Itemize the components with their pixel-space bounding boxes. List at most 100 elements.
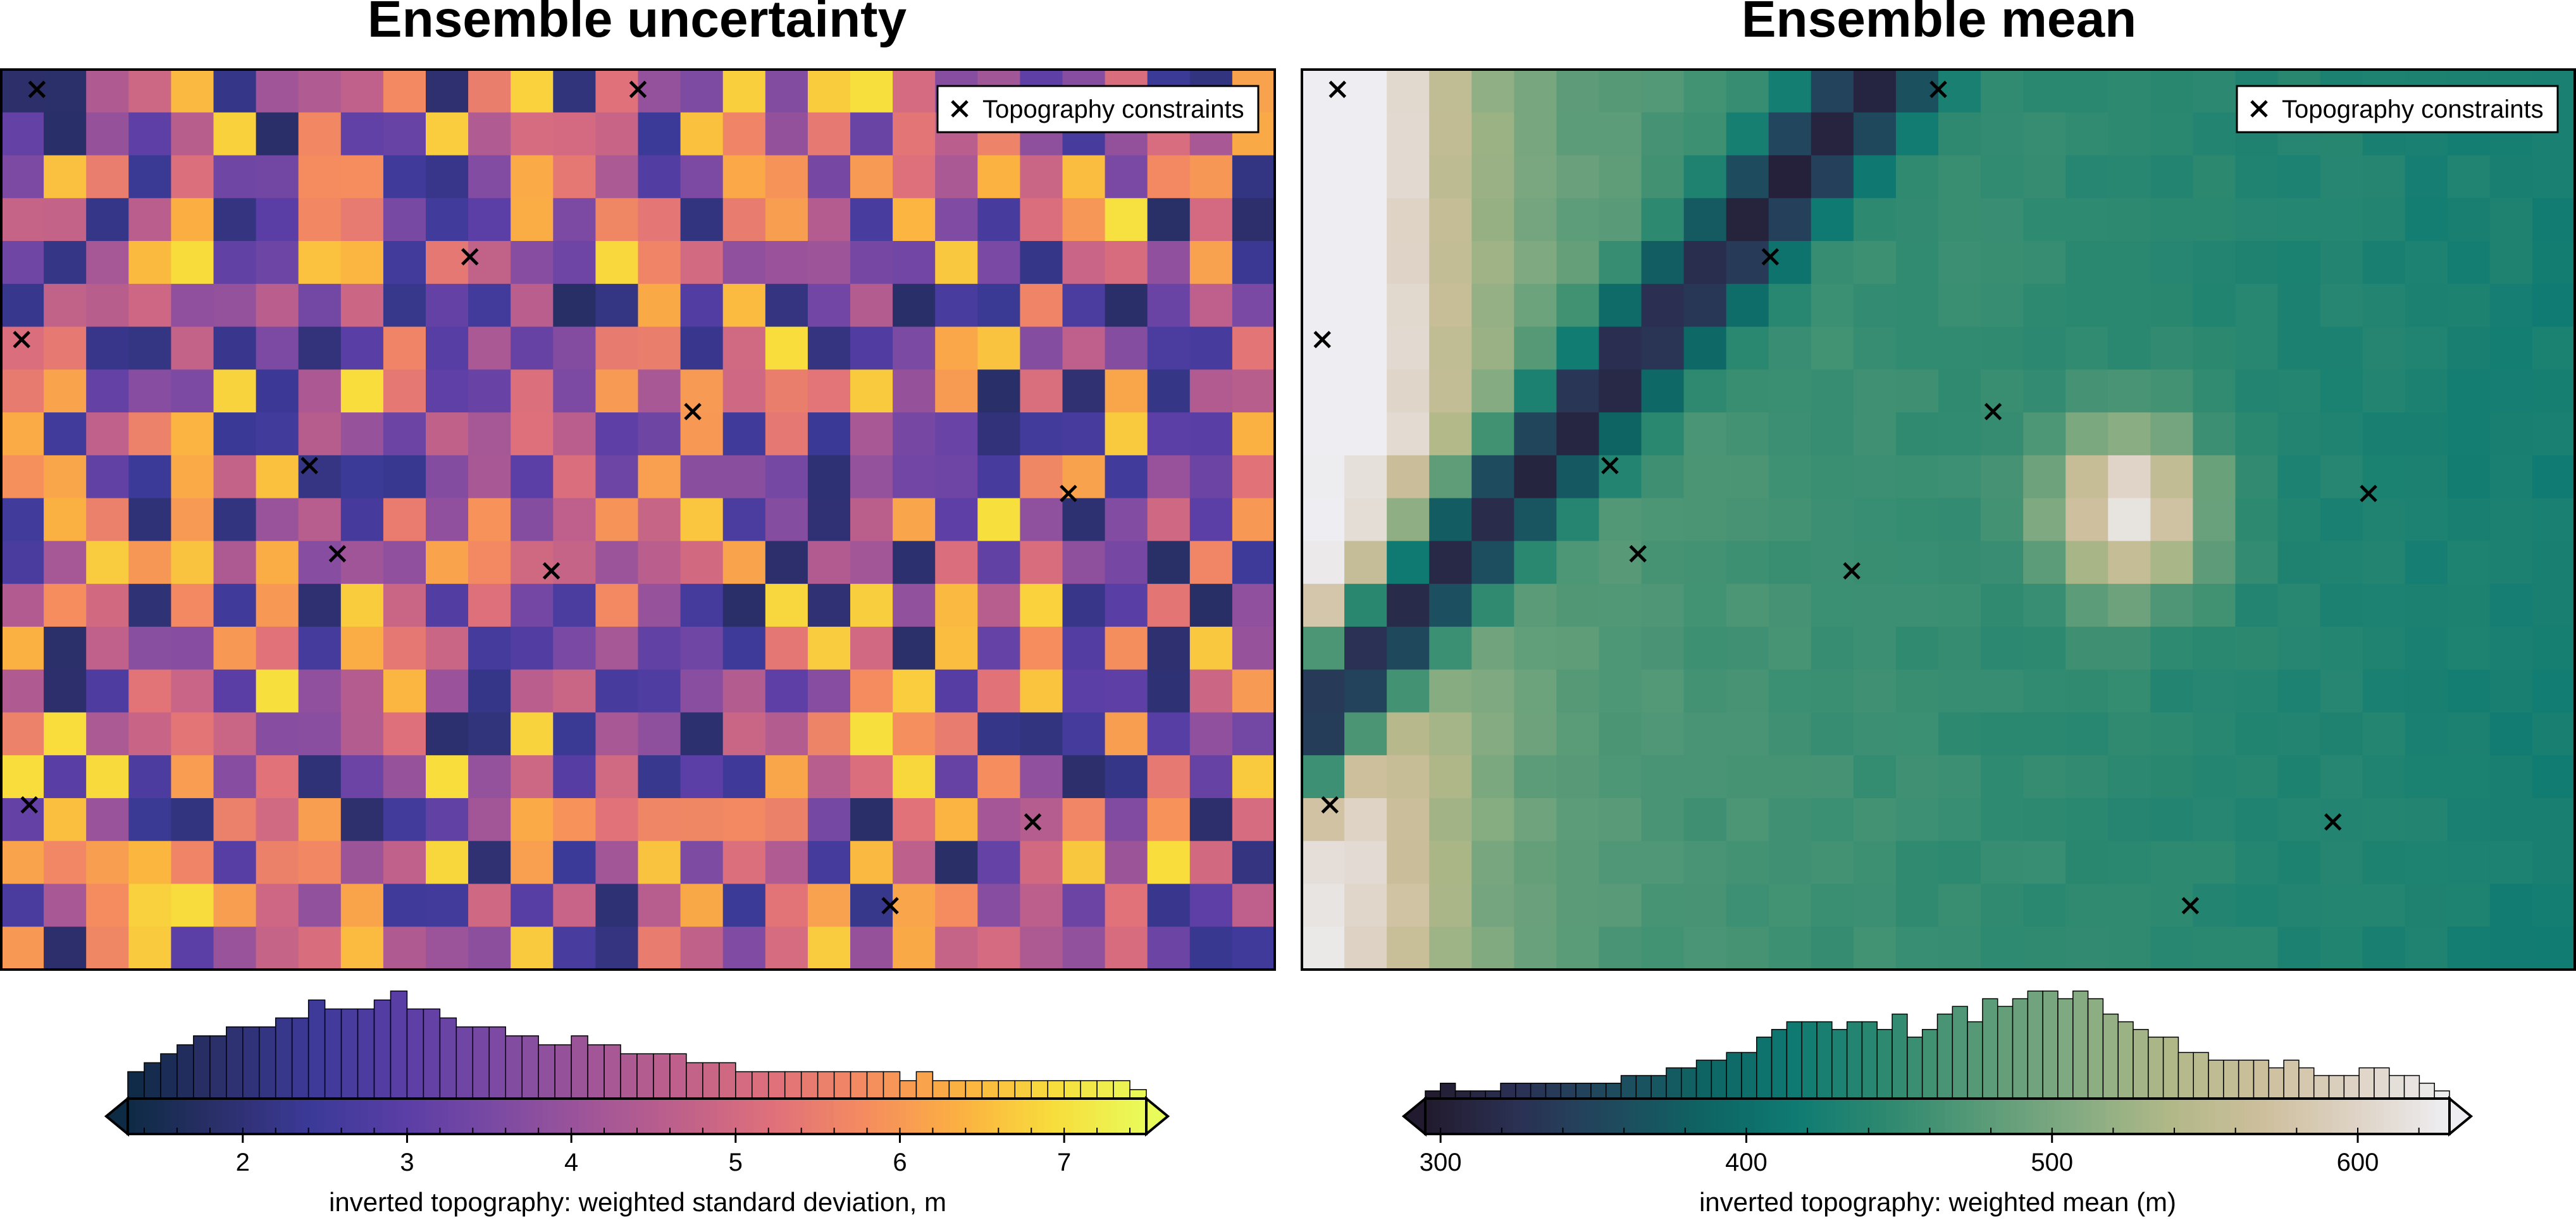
grid-cell [2235, 541, 2279, 584]
colorbar-segment [1615, 1099, 1623, 1134]
histogram-bar [2328, 1075, 2345, 1099]
grid-cell [1105, 498, 1148, 541]
grid-cell [86, 155, 129, 199]
colorbar-segment [1711, 1099, 1719, 1134]
grid-cell [1302, 326, 1345, 370]
grid-cell [807, 241, 851, 285]
grid-cell [765, 70, 808, 113]
grid-cell [468, 369, 511, 413]
grid-cell [340, 283, 384, 328]
histogram-bar [275, 1017, 293, 1099]
grid-cell [807, 70, 851, 113]
grid-cell [468, 155, 511, 199]
uncertainty-legend[interactable]: Topography constraints [936, 85, 1260, 133]
grid-cell [2277, 241, 2321, 285]
colorbar-tick-label: 4 [564, 1149, 578, 1176]
grid-cell [468, 70, 511, 113]
grid-cell [213, 927, 257, 970]
colorbar-segment [862, 1099, 870, 1134]
grid-cell [1556, 798, 1600, 842]
grid-cell [1683, 669, 1727, 713]
grid-cell [1599, 369, 1642, 413]
grid-cell [2320, 927, 2363, 970]
grid-cell [1768, 198, 1812, 242]
colorbar-segment [1117, 1099, 1125, 1134]
grid-cell [850, 841, 893, 885]
histogram-bar [784, 1071, 802, 1099]
grid-cell [1726, 412, 1769, 456]
grid-cell [1599, 155, 1642, 199]
grid-cell [850, 755, 893, 799]
histogram-bar [1861, 1021, 1878, 1099]
grid-cell [935, 369, 978, 413]
colorbar-segment [1520, 1099, 1528, 1134]
grid-cell [935, 755, 978, 799]
colorbar-segment [1703, 1099, 1711, 1134]
colorbar-segment [382, 1099, 390, 1134]
grid-cell [1726, 369, 1769, 413]
grid-cell [638, 798, 681, 842]
colorbar-segment [1945, 1099, 1953, 1134]
grid-cell [722, 283, 766, 328]
grid-cell [765, 841, 808, 885]
grid-cell [298, 112, 342, 156]
grid-cell [1726, 70, 1769, 113]
colorbar-segment [557, 1099, 565, 1134]
grid-cell [977, 369, 1020, 413]
colorbar-segment [644, 1099, 652, 1134]
grid-cell [340, 412, 384, 456]
grid-cell [2277, 841, 2321, 885]
grid-cell [2405, 241, 2448, 285]
histogram-bar [1129, 1089, 1147, 1099]
grid-cell [1556, 283, 1600, 328]
colorbar-segment [1088, 1099, 1096, 1134]
grid-cell [2532, 712, 2575, 756]
grid-cell [2405, 927, 2448, 970]
grid-cell [2193, 884, 2236, 927]
histogram-bar [1014, 1080, 1032, 1099]
mean-legend[interactable]: Topography constraints [2236, 85, 2559, 133]
grid-cell [2405, 455, 2448, 499]
colorbar-segment [2259, 1099, 2267, 1134]
grid-cell [1147, 241, 1191, 285]
grid-cell [1556, 841, 1600, 885]
grid-cell [213, 755, 257, 799]
grid-cell [2193, 927, 2236, 970]
grid-cell [1, 455, 44, 499]
grid-cell [86, 798, 129, 842]
colorbar-segment [2413, 1099, 2421, 1134]
histogram-bar [538, 1044, 555, 1099]
mean-legend-label: Topography constraints [2282, 96, 2544, 123]
grid-cell [44, 669, 87, 713]
grid-cell [171, 198, 214, 242]
histogram-bar [1756, 1037, 1773, 1099]
grid-cell [893, 669, 936, 713]
grid-cell [2447, 241, 2491, 285]
grid-cell [1895, 198, 1939, 242]
grid-cell [2108, 455, 2151, 499]
grid-cell [1302, 283, 1345, 328]
grid-cell [1811, 70, 1854, 113]
grid-cell [2065, 112, 2108, 156]
grid-cell [2150, 626, 2193, 670]
grid-cell [1387, 755, 1430, 799]
grid-cell [1938, 798, 1981, 842]
grid-cell [468, 584, 511, 627]
grid-cell [1768, 798, 1812, 842]
grid-cell [2320, 584, 2363, 627]
grid-cell [1344, 584, 1387, 627]
grid-cell [1429, 927, 1472, 970]
grid-cell [1189, 626, 1233, 670]
grid-cell [893, 626, 936, 670]
colorbar-segment [2362, 1099, 2370, 1134]
grid-cell [553, 755, 596, 799]
colorbar-tick-label: 300 [1420, 1149, 1462, 1176]
histogram-bar [1560, 1082, 1576, 1099]
histogram-bar [866, 1071, 884, 1099]
colorbar-segment [171, 1099, 180, 1134]
uncertainty-grid [1, 70, 1275, 970]
grid-cell [340, 112, 384, 156]
grid-cell [44, 626, 87, 670]
grid-cell [850, 712, 893, 756]
grid-cell [1895, 841, 1939, 885]
